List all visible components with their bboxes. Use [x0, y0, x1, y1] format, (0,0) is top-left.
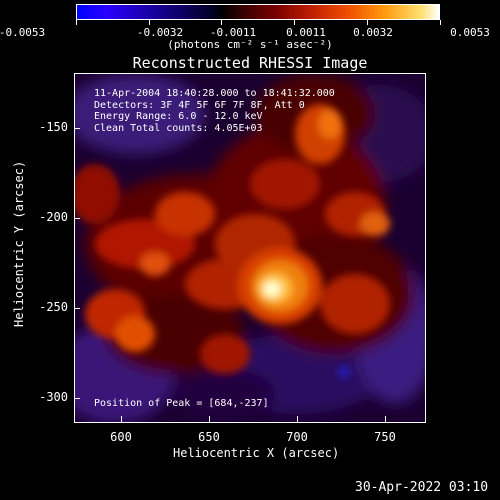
- x-tick-mark: [385, 416, 386, 422]
- colorbar-tick-label: -0.0032: [136, 26, 184, 39]
- y-tick-mark: [74, 128, 80, 129]
- colorbar-units-label: (photons cm⁻² s⁻¹ asec⁻²): [167, 38, 333, 51]
- x-tick-label: 600: [110, 430, 132, 444]
- colorbar-tick-label: 0.0011: [286, 26, 326, 39]
- y-tick-mark: [74, 218, 80, 219]
- rhessi-image: [75, 74, 425, 422]
- x-tick-label: 750: [374, 430, 396, 444]
- colorbar-tick-mark: [440, 20, 441, 25]
- info-text: 11-Apr-2004 18:40:28.000 to 18:41:32.000…: [94, 88, 335, 134]
- y-tick-label: -150: [39, 120, 68, 134]
- colorbar: [76, 4, 440, 20]
- colorbar-tick-label: 0.0032: [353, 26, 393, 39]
- peak-position-label: Position of Peak = [684,-237]: [94, 398, 269, 409]
- info-line-time: 11-Apr-2004 18:40:28.000 to 18:41:32.000: [94, 88, 335, 99]
- x-tick-label: 650: [198, 430, 220, 444]
- plot-title: Reconstructed RHESSI Image: [132, 54, 368, 72]
- colorbar-tick-label: 0.0053: [450, 26, 490, 39]
- y-tick-label: -200: [39, 210, 68, 224]
- y-tick-label: -250: [39, 300, 68, 314]
- x-axis-label: Heliocentric X (arcsec): [173, 446, 340, 460]
- x-tick-mark: [297, 416, 298, 422]
- x-tick-mark: [209, 416, 210, 422]
- x-tick-label: 700: [286, 430, 308, 444]
- colorbar-tick-label: -0.0053: [0, 26, 46, 39]
- y-tick-mark: [74, 398, 80, 399]
- info-line-detectors: Detectors: 3F 4F 5F 6F 7F 8F, Att 0: [94, 99, 305, 111]
- y-tick-mark: [74, 308, 80, 309]
- colorbar-tick-mark: [367, 20, 368, 25]
- colorbar-tick-mark: [76, 20, 77, 25]
- x-tick-mark: [121, 416, 122, 422]
- colorbar-tick-mark: [221, 20, 222, 25]
- colorbar-tick-mark: [149, 20, 150, 25]
- colorbar-tick-mark: [294, 20, 295, 25]
- timestamp: 30-Apr-2022 03:10: [355, 480, 489, 495]
- rhessi-image-plot: 11-Apr-2004 18:40:28.000 to 18:41:32.000…: [74, 73, 426, 423]
- y-tick-label: -300: [39, 390, 68, 404]
- y-axis-label: Heliocentric Y (arcsec): [12, 160, 26, 327]
- info-line-clean: Clean Total counts: 4.05E+03: [94, 122, 263, 134]
- info-line-energy: Energy Range: 6.0 - 12.0 keV: [94, 111, 263, 122]
- colorbar-tick-label: -0.0011: [209, 26, 257, 39]
